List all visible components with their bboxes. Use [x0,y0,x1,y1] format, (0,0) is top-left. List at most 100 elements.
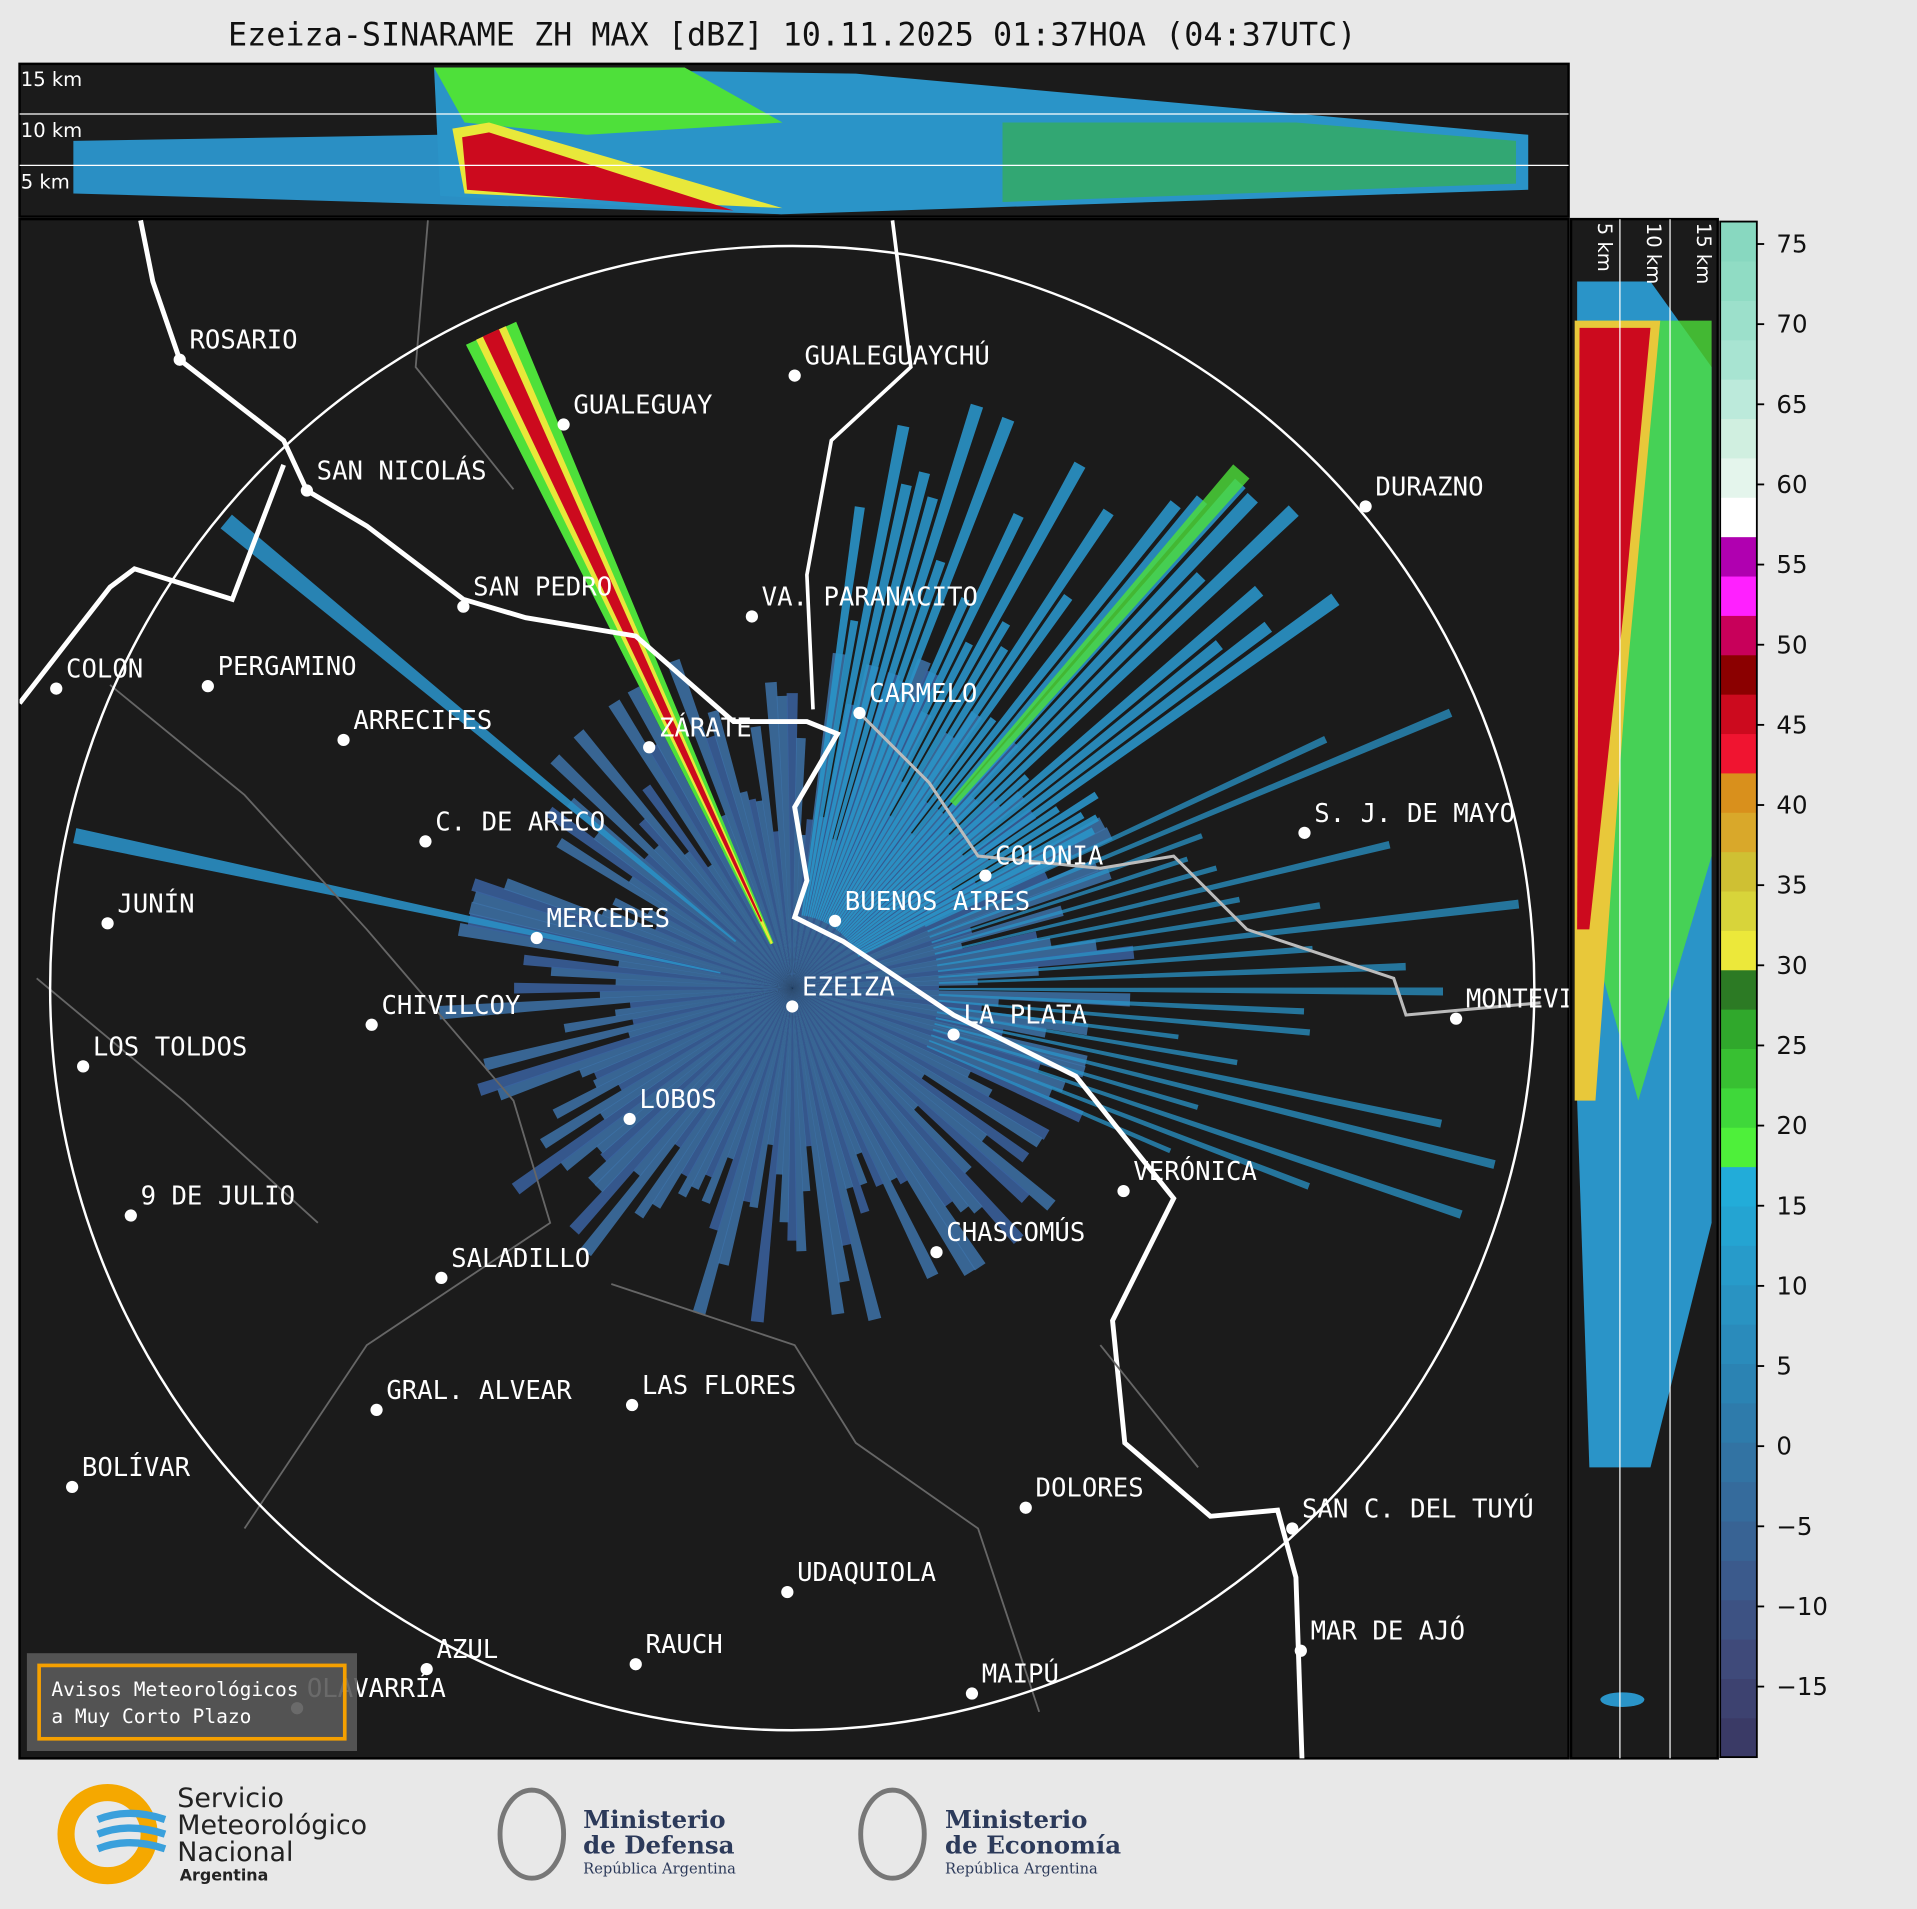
echo [220,514,737,943]
colorbar-segment [1720,1639,1757,1679]
echo [825,641,973,924]
city-dot [1359,500,1372,513]
echo [807,483,912,917]
echo [792,988,863,1155]
echo [705,735,793,989]
echo [628,876,793,989]
echo [792,988,988,1142]
colorbar-segment [1720,1205,1757,1246]
echo [938,962,1406,984]
height-label: 15 km [1692,223,1715,284]
echo [792,988,1056,1211]
city-dot [1449,1012,1463,1025]
echo [666,658,793,989]
echo [648,743,793,989]
echo [1600,1692,1645,1707]
echo [851,593,1340,947]
footer-text: Nacional [177,1837,293,1868]
colorbar-segment [1720,221,1757,262]
echo [642,784,793,989]
echo [594,988,793,1193]
city-label: S. J. DE MAYO [1314,799,1515,829]
echo [612,897,793,989]
echo [707,864,793,989]
echo [792,945,1135,989]
echo [563,988,793,1033]
city-label: JUNÍN [117,887,194,919]
colorbar-tick-label: 5 [1776,1352,1792,1381]
colorbar-tick-label: 50 [1776,630,1807,659]
colorbar-segment [1720,1678,1757,1719]
echo [462,132,734,211]
echo [792,988,919,1111]
colorbar-tick-label: 55 [1776,550,1807,579]
notice-text: a Muy Corto Plazo [51,1705,251,1728]
echo [805,424,910,917]
echo [471,878,793,989]
colorbar-tick-label: 10 [1776,1271,1807,1300]
colorbar-frame [1719,220,1758,1759]
echo [511,988,793,1195]
city-dot [201,680,214,693]
echo [846,774,1030,940]
echo [638,818,793,989]
city-dot [1286,1522,1299,1535]
city-dot [457,600,470,613]
echo [931,856,1189,944]
smn-logo [57,1784,158,1885]
echo [856,827,1096,955]
echo [792,988,1031,1204]
echo [809,471,931,918]
colorbar-segment [1720,300,1757,341]
echo [937,1005,1179,1040]
echo [792,988,970,1213]
colorbar-segment [1720,1324,1757,1365]
echo [632,988,793,1026]
echo [792,988,1024,1245]
echo [772,831,793,989]
echo [811,496,938,918]
city-dot [435,1271,448,1284]
echo [540,988,793,1149]
colorbar-segment [1720,1363,1757,1404]
echo [926,1045,1172,1154]
height-label: 5 km [21,171,70,194]
echo [857,849,1072,957]
colorbar-segment [1720,260,1757,301]
city-dot [947,1028,960,1041]
echo [924,736,1328,927]
echo [841,492,1258,936]
echo [434,67,783,135]
echo [477,988,793,1096]
city-dot [101,917,114,930]
city-label: AZUL [436,1635,498,1665]
echo [748,798,793,989]
echo [634,988,793,1219]
echo [588,988,793,1186]
colorbar-segment [1720,812,1757,853]
city-dot [625,1398,639,1412]
echo [764,681,793,989]
city-label: 9 DE JULIO [141,1182,295,1212]
colorbar-segment [1720,379,1757,420]
city-dot [300,484,313,497]
colorbar-segment [1720,418,1757,459]
notice-box[interactable] [37,1663,347,1741]
colorbar-segment [1720,1284,1757,1325]
colorbar-segment [1720,733,1757,774]
echo [854,811,1085,952]
colorbar-segment [1720,1048,1757,1089]
city-label: GRAL. ALVEAR [386,1376,572,1406]
colorbar-segment [1720,1560,1757,1601]
city-dot [365,1018,378,1031]
coat-of-arms [858,1787,927,1881]
city-label: UDAQUIOLA [797,1558,936,1588]
echo [573,729,793,989]
echo [927,708,1453,933]
city-dot [629,1658,642,1671]
colorbar-segment [1720,969,1757,1010]
echo [792,988,909,1185]
echo [936,902,1321,967]
echo [1002,122,1516,203]
colorbar-segment [1720,1402,1757,1443]
